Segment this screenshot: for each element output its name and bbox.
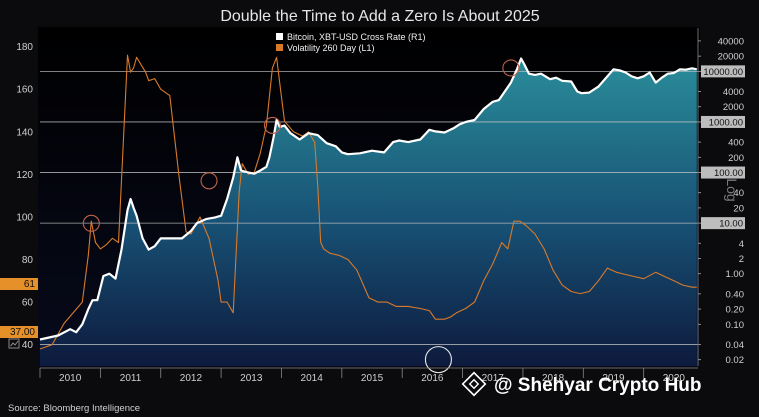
- left-current-value-label: 61: [24, 279, 36, 290]
- right-tick-label: 4000: [723, 87, 744, 98]
- left-tick-label: 160: [16, 85, 33, 96]
- left-tick-label: 140: [16, 127, 33, 138]
- legend-swatch-bitcoin: [276, 33, 283, 40]
- right-axis: 40000 20000 4000 2000 400 200 40 20 4 2 1.00 0.40 0.…: [697, 28, 745, 366]
- watermark-text: @ Shehyar Crypto Hub: [494, 375, 702, 396]
- right-tick-label: 200: [728, 153, 744, 164]
- chart-title: Double the Time to Add a Zero Is About 2…: [220, 8, 539, 25]
- right-tick-label: 400: [728, 138, 744, 149]
- annotation-circle: [424, 346, 452, 374]
- right-tick-label: 0.10: [726, 320, 745, 331]
- annotation-circle: [82, 214, 100, 232]
- left-secondary-value-label: 37.00: [10, 327, 35, 338]
- right-axis-label: Log: [724, 178, 740, 201]
- reference-label: 10000.00: [703, 67, 743, 78]
- annotation-circle: [502, 59, 520, 77]
- left-tick-label: 120: [16, 170, 33, 181]
- bitcoin-line: [39, 57, 698, 341]
- legend-swatch-volatility: [276, 44, 283, 51]
- left-tick-label: 180: [16, 42, 33, 53]
- right-tick-label: 0.02: [726, 355, 745, 366]
- left-secondary-value-tag: 37.00: [0, 326, 38, 338]
- left-tick-label: 60: [22, 298, 34, 309]
- source-note: Source: Bloomberg Intelligence: [8, 403, 140, 414]
- left-tick-label: 80: [22, 255, 34, 266]
- annotation-circles: [82, 59, 520, 374]
- right-tick-label: 0.20: [726, 305, 745, 316]
- volatility-line: [39, 54, 697, 350]
- legend-volatility: Volatility 260 Day (L1): [287, 43, 375, 53]
- reference-label: 100.00: [714, 168, 743, 179]
- x-tick-label: 2020: [663, 373, 686, 384]
- right-tick-label: 40: [733, 188, 744, 199]
- right-tick-label: 20: [733, 203, 744, 214]
- x-tick-label: 2013: [240, 373, 263, 384]
- left-current-value-tag: 61: [0, 278, 38, 290]
- bitcoin-series: [39, 57, 698, 341]
- watermark: @ Shehyar Crypto Hub: [461, 371, 702, 397]
- diamond-logo-icon: [461, 371, 487, 397]
- right-tick-label: 20000: [718, 52, 744, 63]
- right-tick-label: 0.40: [726, 289, 745, 300]
- bitcoin-area-fill: [40, 58, 697, 366]
- x-tick-label: 2014: [301, 373, 324, 384]
- bitcoin-area: [40, 58, 697, 366]
- right-tick-label: 2000: [723, 102, 744, 113]
- left-tick-label: 100: [16, 212, 33, 223]
- reference-label-box: [701, 115, 745, 128]
- volatility-series: [39, 54, 697, 350]
- reference-label: 10.00: [719, 219, 743, 230]
- right-tick-label: 2: [739, 254, 744, 265]
- right-tick-label: 0.04: [726, 340, 745, 351]
- x-tick-label: 2019: [602, 373, 625, 384]
- reference-label-box: [701, 217, 745, 230]
- reference-label-box: [701, 65, 745, 78]
- right-tick-label: 1.00: [726, 269, 745, 280]
- reference-label-box: [701, 166, 745, 179]
- x-tick-label: 2016: [421, 373, 444, 384]
- legend-bitcoin: Bitcoin, XBT-USD Cross Rate (R1): [287, 32, 426, 42]
- annotation-circle: [263, 116, 281, 134]
- reference-label: 1000.00: [709, 117, 743, 128]
- annotation-circle: [200, 172, 218, 190]
- x-tick-label: 2011: [120, 373, 142, 384]
- right-tick-label: 4: [739, 239, 744, 250]
- x-axis: 2010 2011 2012 2013 2014 2015 2016 2017 2018 2019…: [39, 367, 698, 384]
- chart-menu-icon[interactable]: [8, 338, 20, 349]
- left-tick-label: 40: [22, 340, 34, 351]
- right-tick-label: 40000: [718, 36, 744, 47]
- x-tick-label: 2015: [361, 373, 384, 384]
- x-tick-label: 2017: [482, 373, 505, 384]
- x-tick-label: 2010: [59, 373, 82, 384]
- reference-lines: 10000.00 1000.00 100.00 10.00: [40, 65, 745, 345]
- left-axis: 40 60 80 100 120 140 160 180: [16, 42, 33, 351]
- legend: Bitcoin, XBT-USD Cross Rate (R1) Volatil…: [276, 32, 426, 53]
- x-tick-label: 2012: [180, 373, 203, 384]
- x-tick-label: 2018: [542, 373, 565, 384]
